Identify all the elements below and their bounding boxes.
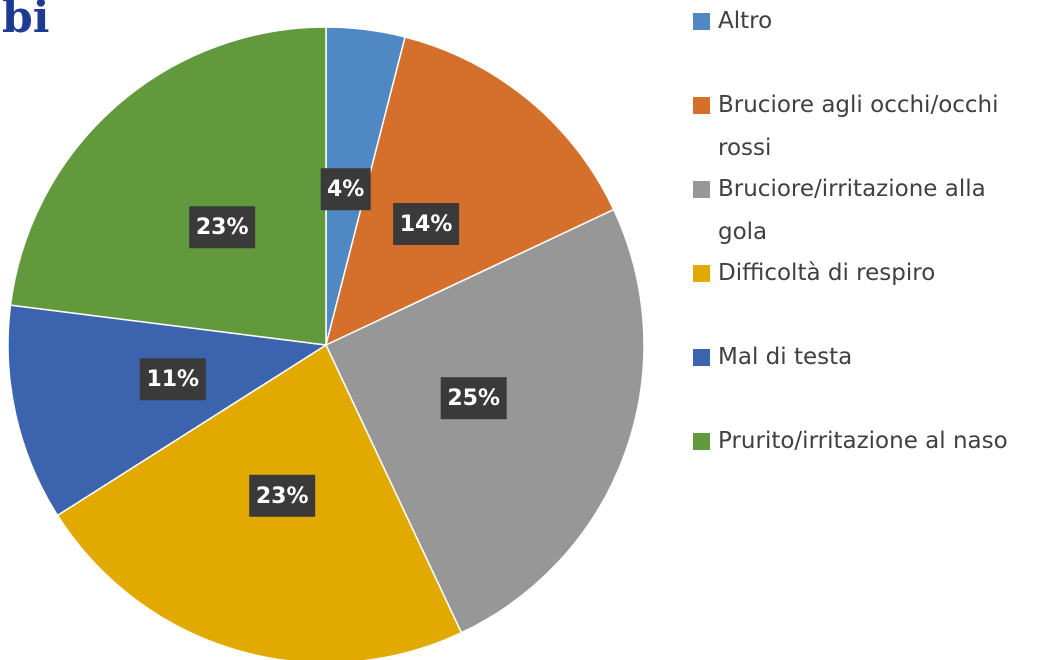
legend-label: Difficoltà di respiro [718,260,936,286]
data-label: 23% [196,215,249,240]
data-label: 25% [447,386,500,411]
legend-label: Bruciore agli occhi/occhi rossi [718,92,999,161]
legend-swatch [693,433,710,450]
legend-item: Mal di testa [693,336,1033,379]
legend-label: Bruciore/irritazione alla gola [718,176,986,245]
legend-label: Prurito/irritazione al naso [718,428,1008,454]
pie-slice [325,208,645,634]
chart: 4% 14% 25% 23% 11% 23% [7,26,645,660]
data-label: 4% [327,177,364,202]
data-label-box [440,377,507,420]
data-label-box [189,206,256,249]
legend-swatch [693,181,710,198]
pie-slice [7,304,329,517]
legend-swatch [693,265,710,282]
data-label-box [249,474,316,517]
chart-title: bi [2,0,50,43]
legend-item: Difficoltà di respiro [693,252,1033,295]
legend-swatch [693,349,710,366]
legend-swatch [693,13,710,30]
legend-label: Altro [718,8,773,34]
legend-item: Bruciore/irritazione alla gola [693,168,1033,254]
data-label: 23% [256,484,309,509]
data-label-box [139,358,206,401]
legend-item: Prurito/irritazione al naso [693,420,1033,463]
data-label-box [320,168,371,211]
pie-slice [9,26,327,346]
data-label-box [393,203,460,246]
pie-slice [324,36,615,347]
data-label: 14% [400,212,453,237]
legend-label: Mal di testa [718,344,853,370]
legend-item: Bruciore agli occhi/occhi rossi [693,84,1033,170]
legend-swatch [693,97,710,114]
data-label: 11% [146,367,199,392]
legend-item: Altro [693,0,1033,43]
